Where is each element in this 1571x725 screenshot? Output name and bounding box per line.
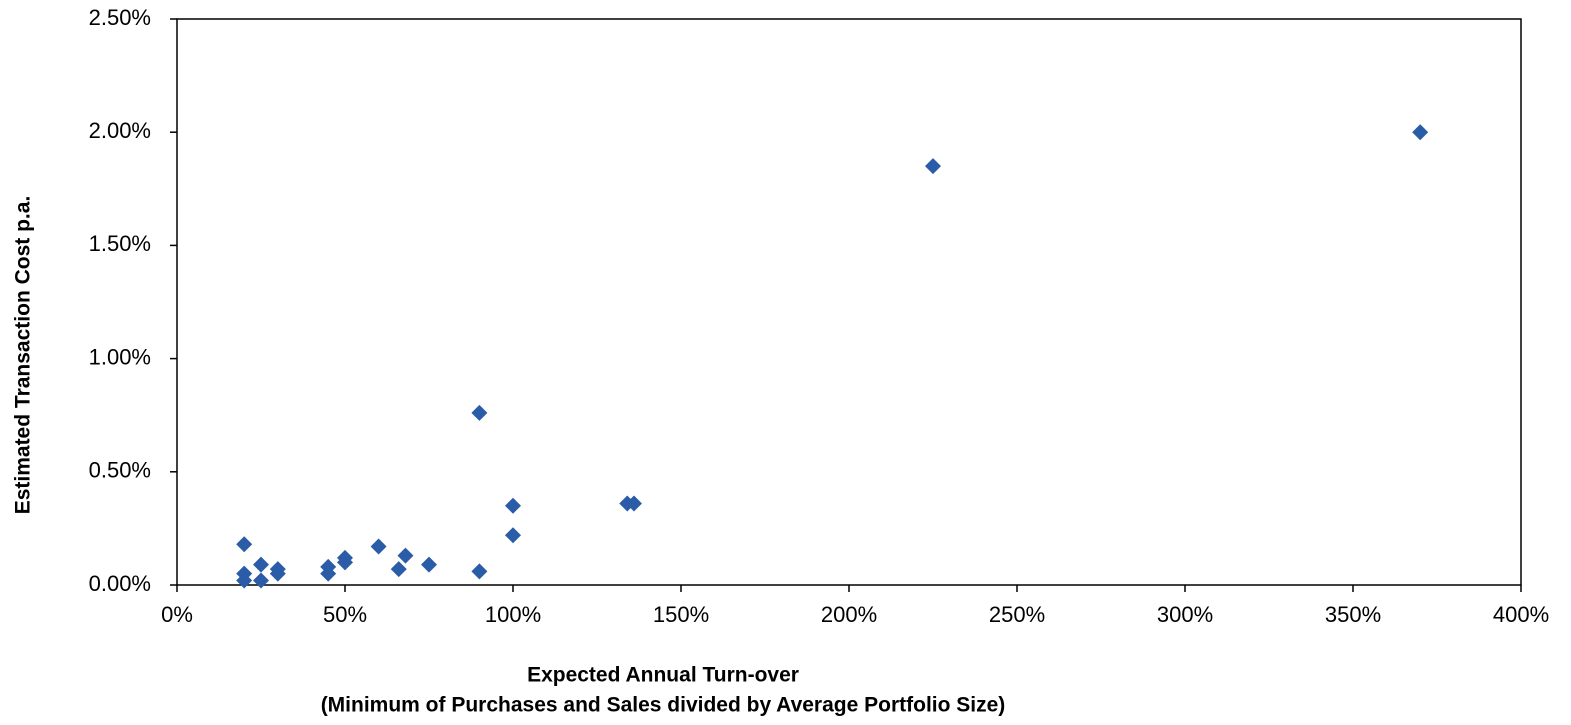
data-point [370, 538, 387, 555]
y-axis-title: Estimated Transaction Cost p.a. [12, 196, 35, 515]
x-tick-label: 250% [989, 602, 1045, 627]
data-point [253, 572, 269, 589]
x-tick-label: 200% [821, 602, 877, 627]
x-tick-label: 350% [1325, 602, 1381, 627]
data-point [625, 495, 642, 512]
data-point [1412, 124, 1429, 141]
y-tick-label: 0.50% [89, 458, 151, 483]
data-point [253, 556, 269, 573]
x-tick-label: 100% [485, 602, 541, 627]
data-point [925, 158, 941, 175]
x-tick-label: 0% [161, 602, 193, 627]
x-tick-label: 300% [1157, 602, 1213, 627]
data-point [236, 572, 253, 589]
x-tick-label: 50% [323, 602, 367, 627]
data-point [337, 554, 353, 571]
x-axis-subtitle: (Minimum of Purchases and Sales divided … [321, 694, 1006, 717]
plot-area [176, 18, 1522, 586]
data-point [471, 404, 488, 421]
y-tick-label: 2.50% [89, 5, 151, 30]
x-tick-label: 150% [653, 602, 709, 627]
data-point [320, 565, 337, 582]
x-axis-title: Expected Annual Turn-over [527, 664, 799, 687]
data-point [236, 536, 253, 553]
y-tick-label: 0.00% [89, 571, 151, 596]
data-point [505, 527, 521, 544]
data-point [471, 563, 488, 580]
y-tick-label: 1.00% [89, 344, 151, 369]
y-tick-label: 1.50% [89, 231, 151, 256]
data-point [397, 547, 414, 564]
data-point [505, 497, 521, 514]
y-tick-label: 2.00% [89, 118, 151, 143]
data-point [390, 561, 407, 578]
data-point [269, 565, 286, 582]
data-point [421, 556, 437, 573]
x-tick-label: 400% [1493, 602, 1549, 627]
